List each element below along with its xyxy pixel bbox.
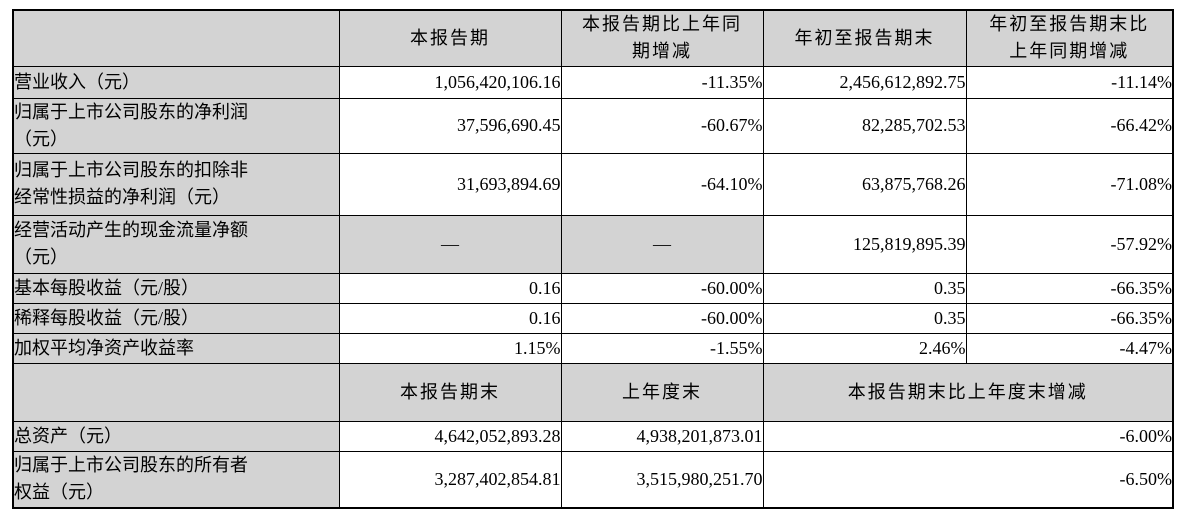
empty-corner-cell xyxy=(12,9,340,67)
current-period-cell: 0.16 xyxy=(338,272,562,304)
end-of-period-cell: 3,287,402,854.81 xyxy=(338,450,562,509)
change-cell: -6.50% xyxy=(762,450,1174,509)
header-end-of-period: 本报告期末 xyxy=(338,362,562,422)
table-row-net-profit-excl-nonrecurring: 归属于上市公司股东的扣除非 经常性损益的净利润（元） 31,693,894.69… xyxy=(12,152,1174,216)
end-of-last-year-cell: 3,515,980,251.70 xyxy=(560,450,764,509)
current-period-cell: 37,596,690.45 xyxy=(338,97,562,154)
ytd-yoy-cell: -71.08% xyxy=(965,152,1174,216)
current-period-yoy-cell: -64.10% xyxy=(560,152,764,216)
row-label: 营业收入（元） xyxy=(12,65,340,99)
change-cell: -6.00% xyxy=(762,420,1174,452)
ytd-cell: 2.46% xyxy=(762,332,967,364)
ytd-yoy-cell: -57.92% xyxy=(965,214,1174,274)
current-period-yoy-cell: -11.35% xyxy=(560,65,764,99)
current-period-yoy-cell: -60.00% xyxy=(560,272,764,304)
row-label: 经营活动产生的现金流量净额 （元） xyxy=(12,214,340,274)
current-period-cell: 1,056,420,106.16 xyxy=(338,65,562,99)
table-row-basic-eps: 基本每股收益（元/股） 0.16 -60.00% 0.35 -66.35% xyxy=(12,272,1174,304)
current-period-yoy-cell: -1.55% xyxy=(560,332,764,364)
ytd-cell: 125,819,895.39 xyxy=(762,214,967,274)
current-period-cell: 1.15% xyxy=(338,332,562,364)
header-change-vs-last-year-end: 本报告期末比上年度末增减 xyxy=(762,362,1174,422)
ytd-yoy-cell: -4.47% xyxy=(965,332,1174,364)
key-financial-indicators-table: 本报告期 本报告期比上年同 期增减 年初至报告期末 年初至报告期末比 上年同期增… xyxy=(12,9,1174,509)
header-current-period-yoy: 本报告期比上年同 期增减 xyxy=(560,9,764,67)
header-current-period: 本报告期 xyxy=(338,9,562,67)
balance-section-header-row: 本报告期末 上年度末 本报告期末比上年度末增减 xyxy=(12,362,1174,422)
ytd-yoy-cell: -11.14% xyxy=(965,65,1174,99)
ytd-cell: 2,456,612,892.75 xyxy=(762,65,967,99)
row-label: 归属于上市公司股东的扣除非 经常性损益的净利润（元） xyxy=(12,152,340,216)
ytd-cell: 63,875,768.26 xyxy=(762,152,967,216)
ytd-cell: 0.35 xyxy=(762,272,967,304)
table-row-diluted-eps: 稀释每股收益（元/股） 0.16 -60.00% 0.35 -66.35% xyxy=(12,302,1174,334)
period-section-header-row: 本报告期 本报告期比上年同 期增减 年初至报告期末 年初至报告期末比 上年同期增… xyxy=(12,9,1174,67)
table-row-net-profit: 归属于上市公司股东的净利润 （元） 37,596,690.45 -60.67% … xyxy=(12,97,1174,154)
ytd-cell: 82,285,702.53 xyxy=(762,97,967,154)
current-period-cell: 31,693,894.69 xyxy=(338,152,562,216)
current-period-yoy-cell-na: — xyxy=(560,214,764,274)
row-label: 稀释每股收益（元/股） xyxy=(12,302,340,334)
ytd-yoy-cell: -66.35% xyxy=(965,302,1174,334)
row-label: 加权平均净资产收益率 xyxy=(12,332,340,364)
table-row-operating-revenue: 营业收入（元） 1,056,420,106.16 -11.35% 2,456,6… xyxy=(12,65,1174,99)
end-of-last-year-cell: 4,938,201,873.01 xyxy=(560,420,764,452)
header-ytd-yoy: 年初至报告期末比 上年同期增减 xyxy=(965,9,1174,67)
table-row-equity: 归属于上市公司股东的所有者 权益（元） 3,287,402,854.81 3,5… xyxy=(12,450,1174,509)
table-row-operating-cash-flow: 经营活动产生的现金流量净额 （元） — — 125,819,895.39 -57… xyxy=(12,214,1174,274)
row-label: 归属于上市公司股东的净利润 （元） xyxy=(12,97,340,154)
current-period-cell-na: — xyxy=(338,214,562,274)
row-label: 归属于上市公司股东的所有者 权益（元） xyxy=(12,450,340,509)
table-row-weighted-avg-roe: 加权平均净资产收益率 1.15% -1.55% 2.46% -4.47% xyxy=(12,332,1174,364)
current-period-cell: 0.16 xyxy=(338,302,562,334)
table-row-total-assets: 总资产（元） 4,642,052,893.28 4,938,201,873.01… xyxy=(12,420,1174,452)
ytd-yoy-cell: -66.35% xyxy=(965,272,1174,304)
empty-corner-cell xyxy=(12,362,340,422)
row-label: 基本每股收益（元/股） xyxy=(12,272,340,304)
current-period-yoy-cell: -60.00% xyxy=(560,302,764,334)
end-of-period-cell: 4,642,052,893.28 xyxy=(338,420,562,452)
ytd-yoy-cell: -66.42% xyxy=(965,97,1174,154)
header-ytd: 年初至报告期末 xyxy=(762,9,967,67)
row-label: 总资产（元） xyxy=(12,420,340,452)
current-period-yoy-cell: -60.67% xyxy=(560,97,764,154)
header-end-of-last-year: 上年度末 xyxy=(560,362,764,422)
ytd-cell: 0.35 xyxy=(762,302,967,334)
